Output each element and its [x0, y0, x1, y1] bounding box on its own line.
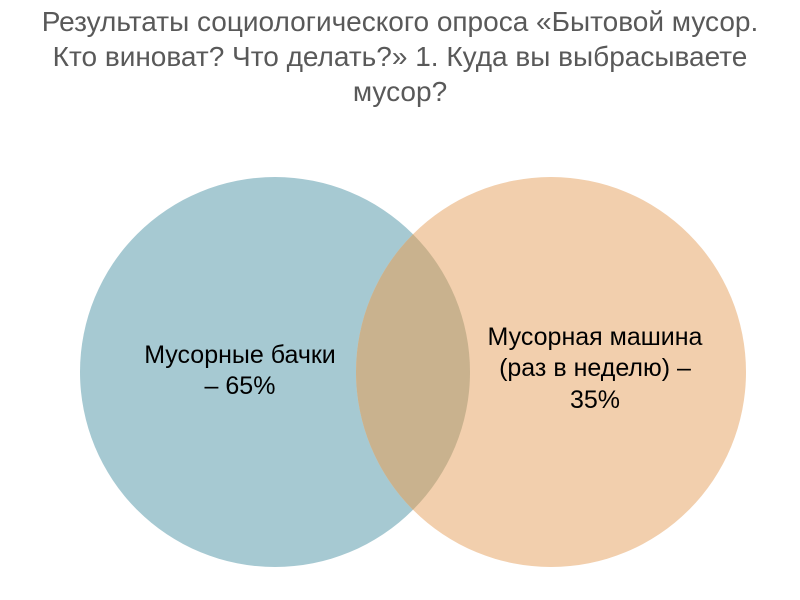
venn-label-left: Мусорные бачки – 65%: [140, 340, 340, 403]
slide-title: Результаты социологического опроса «Быто…: [0, 0, 800, 109]
venn-diagram: Мусорные бачки – 65% Мусорная машина (ра…: [0, 172, 800, 592]
venn-label-right: Мусорная машина (раз в неделю) – 35%: [485, 322, 705, 416]
